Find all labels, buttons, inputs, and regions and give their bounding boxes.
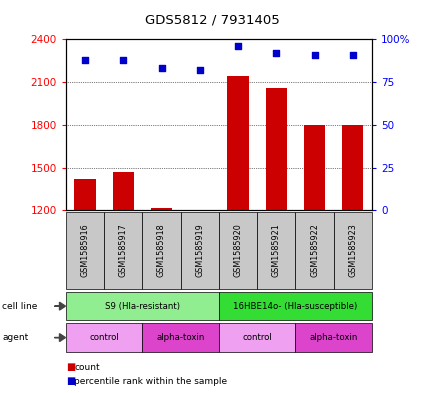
- Bar: [151, 208, 172, 210]
- Text: agent: agent: [2, 333, 28, 342]
- Bar: [113, 172, 134, 210]
- Point: [196, 67, 203, 73]
- Text: alpha-toxin: alpha-toxin: [156, 333, 205, 342]
- Text: GSM1585920: GSM1585920: [233, 224, 243, 277]
- Text: GDS5812 / 7931405: GDS5812 / 7931405: [145, 14, 280, 27]
- Point: [349, 51, 356, 58]
- Text: GSM1585918: GSM1585918: [157, 224, 166, 277]
- Point: [120, 57, 127, 63]
- Bar: [74, 179, 96, 210]
- Bar: [342, 125, 363, 210]
- Text: cell line: cell line: [2, 302, 37, 310]
- Point: [158, 65, 165, 72]
- Text: GSM1585923: GSM1585923: [348, 224, 357, 277]
- Text: ■: ■: [66, 362, 75, 373]
- Bar: [227, 76, 249, 210]
- Text: S9 (Hla-resistant): S9 (Hla-resistant): [105, 302, 180, 310]
- Text: alpha-toxin: alpha-toxin: [309, 333, 358, 342]
- Point: [82, 57, 88, 63]
- Text: GSM1585921: GSM1585921: [272, 224, 281, 277]
- Bar: [266, 88, 287, 210]
- Text: count: count: [74, 363, 100, 372]
- Text: control: control: [242, 333, 272, 342]
- Text: GSM1585919: GSM1585919: [195, 224, 204, 277]
- Text: percentile rank within the sample: percentile rank within the sample: [74, 377, 227, 386]
- Text: control: control: [89, 333, 119, 342]
- Point: [273, 50, 280, 56]
- Text: GSM1585916: GSM1585916: [80, 224, 90, 277]
- Text: GSM1585917: GSM1585917: [119, 224, 128, 277]
- Text: GSM1585922: GSM1585922: [310, 224, 319, 277]
- Point: [311, 51, 318, 58]
- Text: ■: ■: [66, 376, 75, 386]
- Bar: [304, 125, 325, 210]
- Text: 16HBE14o- (Hla-susceptible): 16HBE14o- (Hla-susceptible): [233, 302, 357, 310]
- Bar: [189, 209, 210, 210]
- Point: [235, 43, 241, 49]
